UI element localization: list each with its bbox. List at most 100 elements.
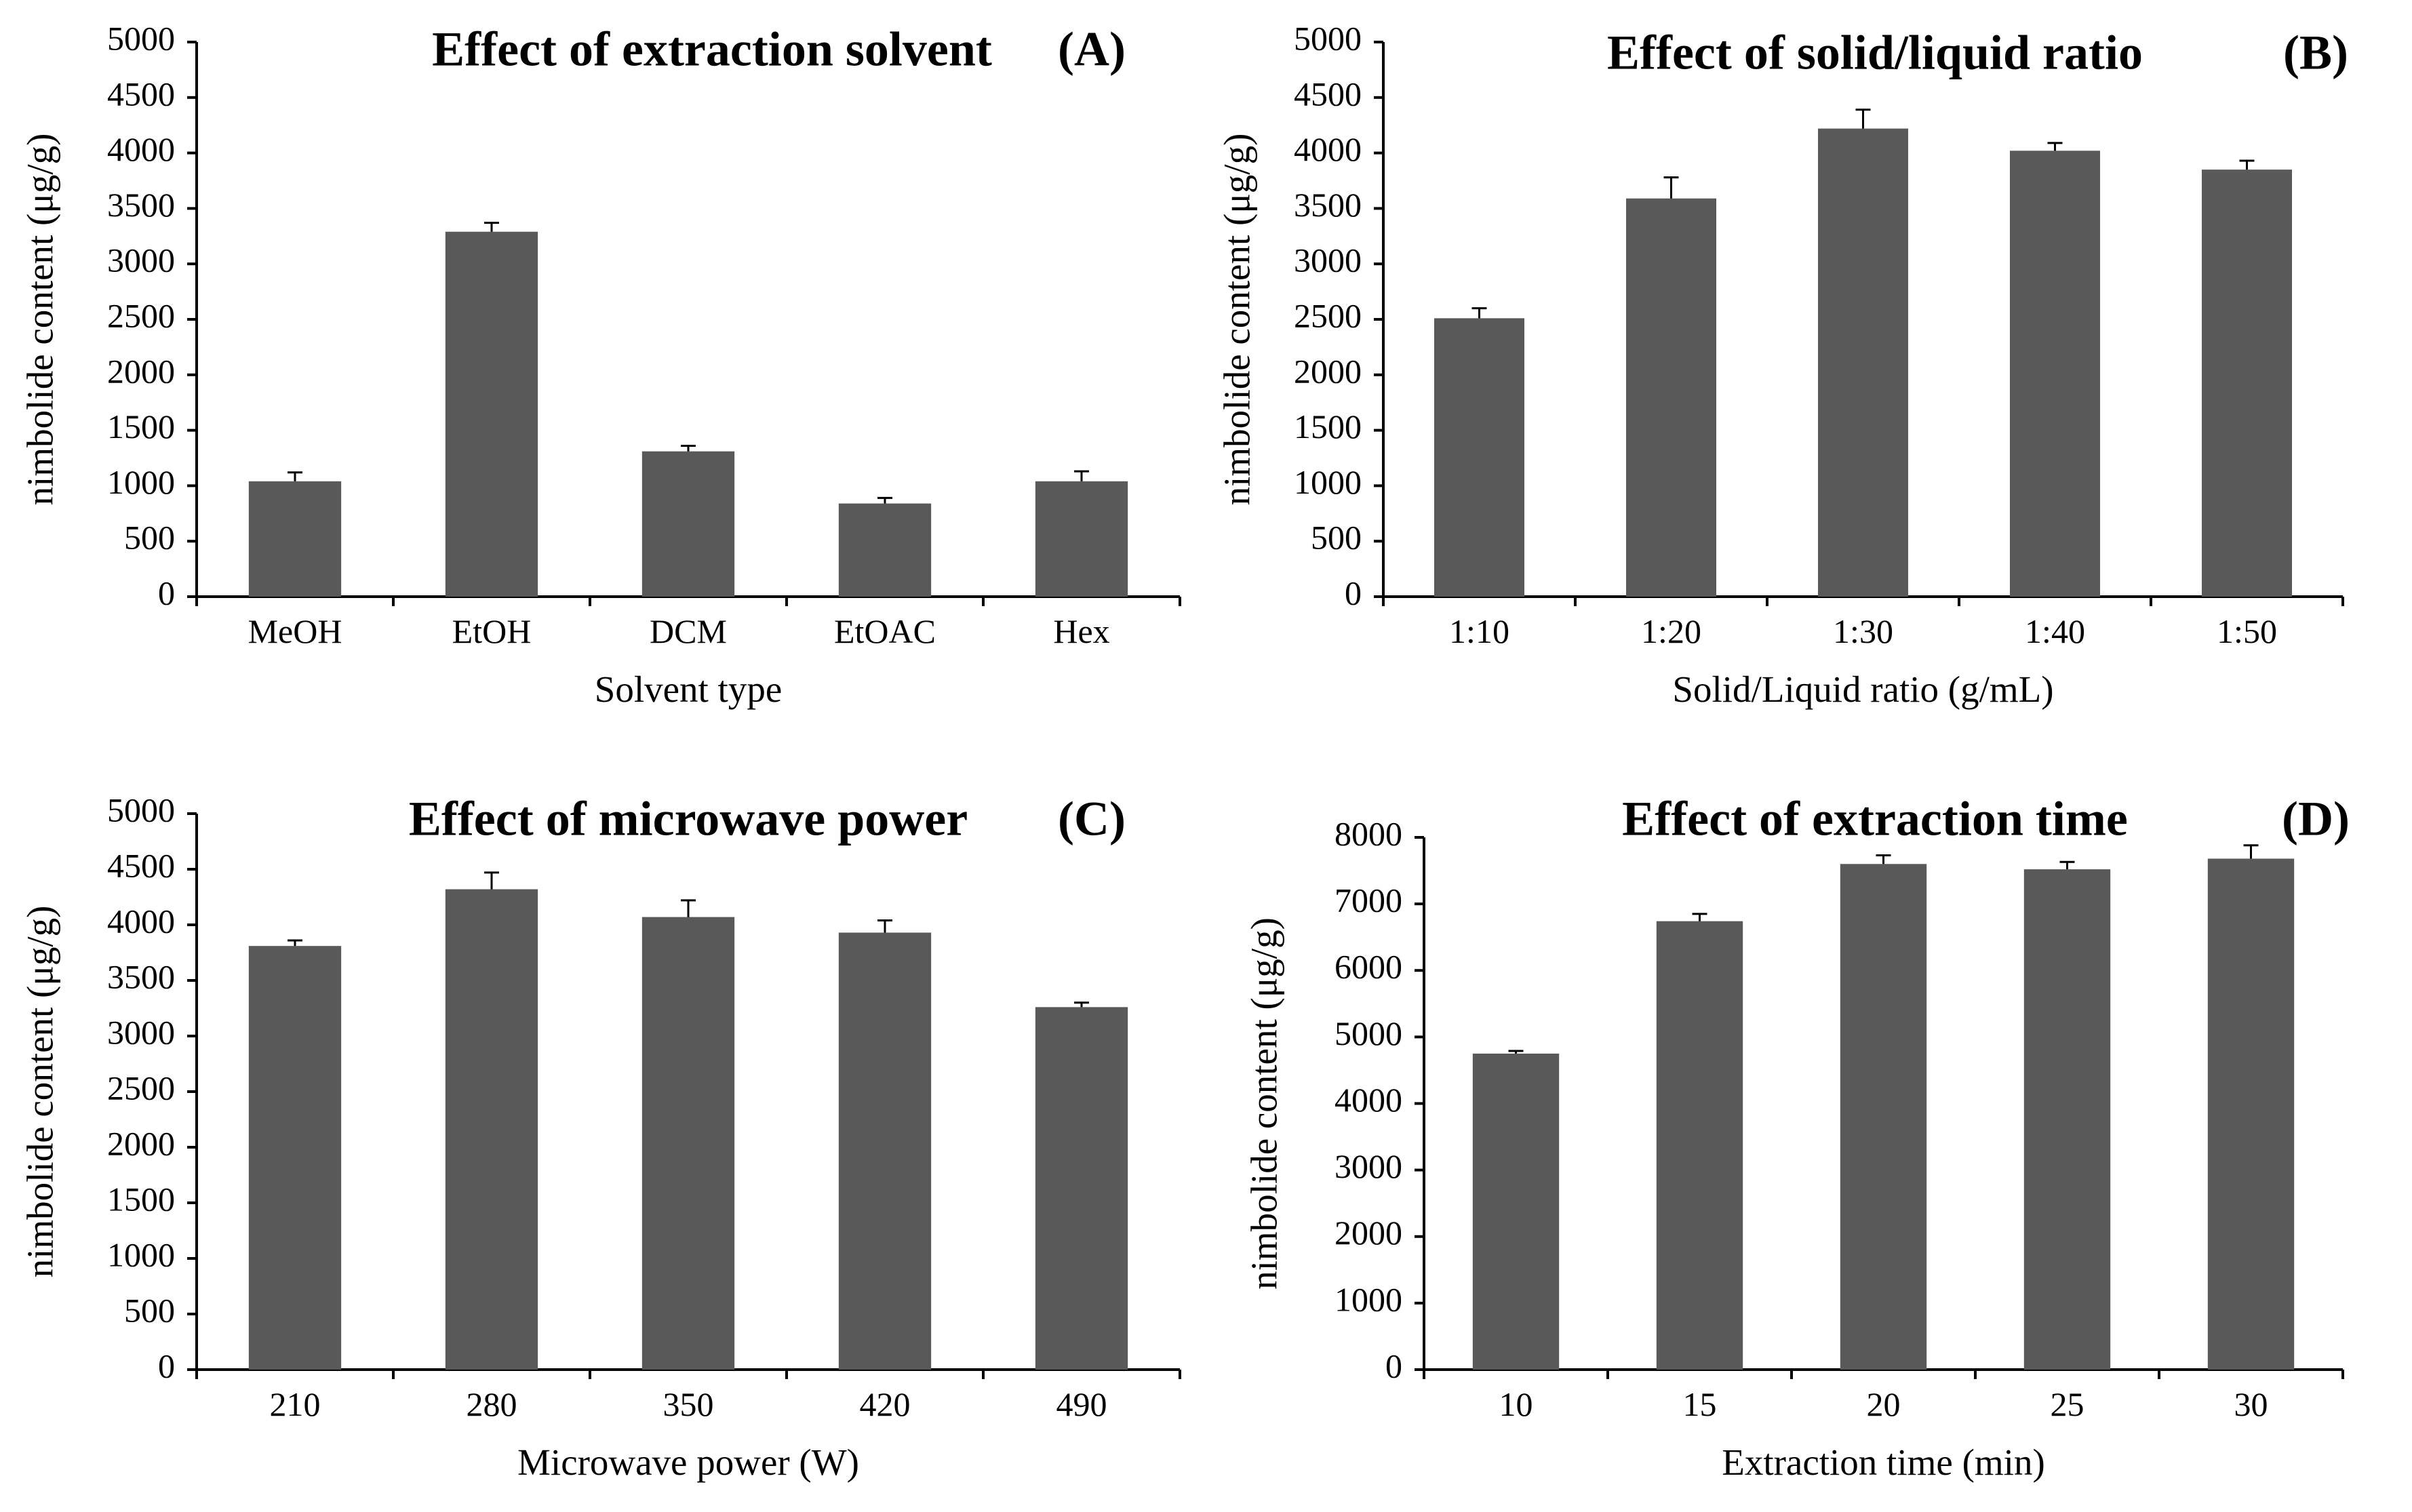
y-tick-label: 0 [158, 574, 175, 612]
y-tick-label: 2000 [1334, 1214, 1402, 1252]
y-tick-label: 1500 [107, 1180, 175, 1218]
y-tick-label: 5000 [107, 19, 175, 57]
y-tick-label: 0 [1345, 574, 1362, 612]
bar-1:30 [1817, 128, 1909, 597]
y-tick-label: 3000 [1294, 241, 1362, 279]
bar-25 [2023, 869, 2111, 1370]
y-tick-label: 4500 [1294, 75, 1362, 113]
y-tick-label: 3500 [107, 186, 175, 224]
x-category-label: Hex [1053, 612, 1109, 650]
x-category-label: 350 [663, 1385, 714, 1423]
x-category-label: 1:20 [1641, 612, 1701, 650]
bar-EtOH [445, 231, 538, 597]
bar-350 [641, 917, 735, 1370]
y-tick-label: 500 [124, 519, 175, 557]
y-tick-label: 0 [158, 1347, 175, 1385]
x-axis-label: Solid/Liquid ratio (g/mL) [1672, 669, 2053, 710]
chart-title: Effect of extraction time [1622, 792, 2128, 846]
chart-panel-2: Effect of solid/liquid ratio (B) 0 500 1000 1… [1217, 19, 2348, 710]
y-tick-label: 3500 [1294, 186, 1362, 224]
bar-30 [2207, 858, 2295, 1370]
y-axis-label: nimbolide content (μg/g) [1217, 134, 1258, 506]
panel-letter: (C) [1058, 792, 1126, 846]
y-tick-label: 7000 [1334, 881, 1402, 919]
chart-panel-1: Effect of extraction solvent (A) 0 500 1000 1… [20, 19, 1181, 710]
x-category-label: 1:30 [1833, 612, 1893, 650]
y-tick-label: 5000 [1294, 19, 1362, 57]
x-category-label: EtOAC [834, 612, 936, 650]
x-axis-label: Extraction time (min) [1722, 1441, 2045, 1483]
y-tick-label: 1500 [1294, 407, 1362, 445]
x-axis-label: Solvent type [595, 669, 783, 710]
bar-490 [1035, 1007, 1128, 1370]
x-category-label: 10 [1499, 1385, 1533, 1423]
panel-letter: (B) [2283, 26, 2348, 80]
y-tick-label: 8000 [1334, 814, 1402, 852]
bar-1:40 [2009, 151, 2101, 597]
x-category-label: 1:40 [2025, 612, 2085, 650]
bar-280 [445, 889, 538, 1370]
y-tick-label: 1000 [107, 463, 175, 501]
y-tick-label: 4000 [107, 902, 175, 940]
y-axis-label: nimbolide content (μg/g) [20, 134, 61, 506]
bar-1:10 [1434, 318, 1525, 597]
bar-20 [1840, 864, 1927, 1370]
x-category-label: 280 [467, 1385, 517, 1423]
y-tick-label: 3000 [107, 1013, 175, 1051]
y-tick-label: 2500 [1294, 296, 1362, 334]
y-tick-label: 4000 [107, 130, 175, 168]
bar-Hex [1035, 481, 1128, 597]
bar-15 [1656, 921, 1743, 1370]
bar-1:20 [1625, 198, 1717, 597]
y-tick-label: 2000 [1294, 352, 1362, 390]
chart-title: Effect of solid/liquid ratio [1607, 26, 2143, 80]
chart-title: Effect of extraction solvent [432, 22, 992, 77]
x-category-label: 210 [270, 1385, 321, 1423]
y-tick-label: 5000 [1334, 1014, 1402, 1052]
y-axis-label: nimbolide content (μg/g) [20, 906, 61, 1278]
y-tick-label: 2000 [107, 352, 175, 390]
y-tick-label: 500 [1311, 519, 1362, 557]
x-category-label: 30 [2234, 1385, 2268, 1423]
y-tick-label: 4000 [1294, 130, 1362, 168]
chart-panel-3: Effect of microwave power (C) 0 500 1000 1500… [20, 791, 1181, 1483]
chart-title: Effect of microwave power [409, 792, 968, 846]
x-category-label: EtOH [452, 612, 532, 650]
bar-420 [838, 932, 932, 1370]
bar-10 [1472, 1053, 1560, 1370]
y-tick-label: 1000 [1334, 1280, 1402, 1318]
y-tick-label: 2000 [107, 1124, 175, 1162]
x-category-label: DCM [650, 612, 727, 650]
x-category-label: 20 [1867, 1385, 1901, 1423]
x-category-label: 490 [1056, 1385, 1107, 1423]
y-tick-label: 3500 [107, 957, 175, 995]
x-category-label: MeOH [248, 612, 342, 650]
panel-letter: (A) [1058, 22, 1126, 77]
bar-210 [248, 946, 342, 1370]
x-category-label: 25 [2051, 1385, 2084, 1423]
y-tick-label: 1000 [1294, 463, 1362, 501]
x-axis-label: Microwave power (W) [517, 1441, 859, 1483]
panel-letter: (D) [2282, 792, 2350, 846]
y-tick-label: 4000 [1334, 1081, 1402, 1119]
x-category-label: 420 [860, 1385, 911, 1423]
y-tick-label: 3000 [1334, 1147, 1402, 1185]
y-tick-label: 6000 [1334, 948, 1402, 986]
y-axis-label: nimbolide content (μg/g) [1244, 917, 1285, 1290]
x-category-label: 1:50 [2217, 612, 2277, 650]
bar-MeOH [248, 481, 342, 597]
y-tick-label: 4500 [107, 75, 175, 113]
bar-DCM [641, 451, 735, 597]
x-category-label: 15 [1683, 1385, 1717, 1423]
y-tick-label: 2500 [107, 1069, 175, 1107]
bar-EtOAC [838, 503, 932, 597]
chart-panel-4: Effect of extraction time (D) 0 1000 2000 300… [1244, 792, 2350, 1483]
y-tick-label: 500 [124, 1291, 175, 1329]
y-tick-label: 1500 [107, 407, 175, 445]
bar-1:50 [2201, 170, 2293, 597]
y-tick-label: 1000 [107, 1235, 175, 1273]
y-tick-label: 5000 [107, 791, 175, 829]
y-tick-label: 0 [1385, 1347, 1402, 1385]
y-tick-label: 2500 [107, 296, 175, 334]
